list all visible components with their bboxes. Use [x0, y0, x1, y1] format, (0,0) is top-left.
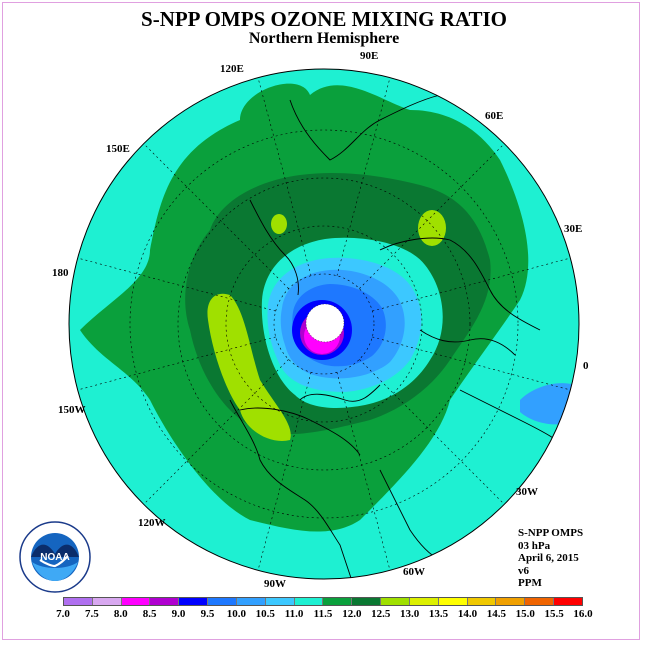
- lon-label-120w: 120W: [138, 517, 166, 529]
- colorbar-tick-label: 7.5: [85, 608, 99, 620]
- field-12-5-north: [271, 214, 287, 234]
- meridian-line: [336, 372, 391, 571]
- colorbar-segment: [525, 598, 555, 605]
- meridian-line: [143, 143, 289, 289]
- lon-label-90e: 90E: [360, 50, 379, 62]
- lon-label-90w: 90W: [264, 578, 286, 590]
- lon-label-0: 0: [583, 360, 589, 372]
- polar-night-cap: [305, 303, 345, 343]
- meridian-line: [359, 143, 505, 289]
- colorbar-tick-label: 10.5: [255, 608, 275, 620]
- colorbar-tick-label: 9.0: [171, 608, 186, 620]
- meridian-lines: [77, 77, 571, 571]
- lon-label-180: 180: [52, 267, 69, 279]
- colorbar-segment: [64, 598, 93, 605]
- colorbar-segment: [208, 598, 237, 605]
- meridian-line: [336, 77, 391, 276]
- logo-text: NOAA: [40, 552, 69, 563]
- colorbar-tick-label: 11.0: [284, 608, 304, 620]
- lon-label-150e: 150E: [106, 143, 130, 155]
- meridian-line: [77, 257, 276, 312]
- colorbar-segment: [467, 598, 497, 605]
- meridian-line: [372, 257, 571, 312]
- lon-label-60w: 60W: [403, 566, 425, 578]
- colorbar-segment: [323, 598, 353, 605]
- colorbar-tick-label: 13.0: [400, 608, 420, 620]
- colorbar-segment: [496, 598, 526, 605]
- info-satellite: S-NPP OMPS: [518, 527, 584, 539]
- colorbar-tick-label: 7.0: [56, 608, 70, 620]
- lon-label-150w: 150W: [58, 404, 86, 416]
- colorbar-segment: [92, 598, 122, 605]
- colorbar: [63, 597, 583, 606]
- meridian-line: [359, 359, 505, 505]
- noaa-logo-icon: NOAA: [19, 521, 91, 593]
- colorbar-tick-label: 14.0: [457, 608, 478, 620]
- lon-label-120e: 120E: [220, 63, 244, 75]
- meridian-line: [257, 372, 312, 571]
- colorbar-segment: [265, 598, 295, 605]
- info-version: v6: [518, 564, 529, 577]
- meridian-line: [77, 336, 276, 391]
- colorbar-tick-label: 12.5: [371, 608, 391, 620]
- colorbar-tick-label: 14.5: [486, 608, 506, 620]
- colorbar-segment: [352, 598, 382, 605]
- colorbar-segment: [121, 598, 151, 605]
- lon-label-60e: 60E: [485, 110, 504, 122]
- colorbar-segment: [438, 598, 468, 605]
- info-units: PPM: [518, 577, 542, 589]
- lon-label-30e: 30E: [564, 223, 583, 235]
- info-pressure-level: 03 hPa: [518, 539, 551, 552]
- colorbar-tick-label: 12.0: [342, 608, 362, 620]
- colorbar-segment: [150, 598, 180, 605]
- colorbar-tick-label: 15.0: [515, 608, 535, 620]
- field-12-5-west: [207, 293, 291, 441]
- colorbar-tick-label: 9.5: [200, 608, 215, 620]
- colorbar-segment: [409, 598, 439, 605]
- colorbar-tick-label: 11.5: [313, 608, 333, 620]
- lon-label-30w: 30W: [516, 486, 538, 498]
- meridian-line: [257, 77, 312, 276]
- colorbar-tick-label: 8.5: [142, 608, 157, 620]
- colorbar-tick-label: 13.5: [428, 608, 449, 620]
- colorbar-tick-label: 10.0: [226, 608, 246, 620]
- meridian-line: [372, 336, 571, 391]
- colorbar-segment: [554, 598, 582, 605]
- map-subtitle: Northern Hemisphere: [248, 30, 400, 47]
- colorbar-tick-label: 8.0: [113, 608, 128, 620]
- colorbar-tick-label: 16.0: [573, 608, 593, 620]
- info-block: S-NPP OMPS 03 hPa April 6, 2015 v6 PPM: [518, 527, 583, 590]
- colorbar-segment: [236, 598, 266, 605]
- figure-frame: [2, 2, 640, 640]
- map-title: S-NPP OMPS OZONE MIXING RATIO: [141, 7, 507, 31]
- latitude-lines: [129, 129, 519, 519]
- map-outline: [68, 68, 580, 580]
- colorbar-segment: [179, 598, 209, 605]
- colorbar-segment: [381, 598, 410, 605]
- meridian-line: [143, 359, 289, 505]
- colorbar-segment: [294, 598, 324, 605]
- info-date: April 6, 2015: [518, 552, 579, 564]
- field-12-5-east: [418, 210, 446, 246]
- colorbar-tick-label: 15.5: [544, 608, 564, 620]
